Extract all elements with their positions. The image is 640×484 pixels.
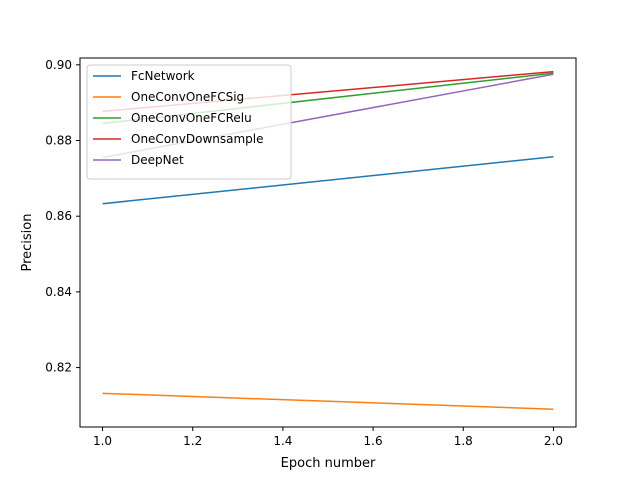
x-tick-label: 1.8 [454, 434, 473, 448]
series-line-1 [102, 156, 554, 205]
y-tick-label: 0.90 [45, 58, 72, 72]
legend: FcNetwork OneConvOneFCSig OneConvOneFCRelu… [86, 64, 292, 180]
legend-label: FcNetwork [131, 69, 195, 83]
y-axis-label: Precision [20, 213, 35, 271]
y-tick-label: 0.88 [45, 134, 72, 148]
y-tick-label: 0.82 [45, 361, 72, 375]
x-axis-label: Epoch number [281, 456, 376, 471]
x-tick-label: 2.0 [544, 434, 563, 448]
series-line-2 [102, 392, 554, 410]
legend-box [86, 64, 292, 180]
legend-label: OneConvDownsample [131, 132, 264, 146]
legend-label: OneConvOneFCRelu [131, 111, 252, 125]
legend-label: DeepNet [131, 153, 184, 167]
x-ticks: 1.0 1.2 1.4 1.6 1.8 2.0 [93, 427, 563, 448]
y-ticks: 0.82 0.84 0.86 0.88 0.90 [45, 58, 80, 375]
y-tick-label: 0.84 [45, 285, 72, 299]
x-tick-label: 1.0 [93, 434, 112, 448]
legend-label: OneConvOneFCSig [131, 90, 244, 104]
y-tick-label: 0.86 [45, 209, 72, 223]
x-tick-label: 1.6 [364, 434, 383, 448]
x-tick-label: 1.4 [273, 434, 292, 448]
x-tick-label: 1.2 [183, 434, 202, 448]
axes-frame [79, 57, 577, 428]
